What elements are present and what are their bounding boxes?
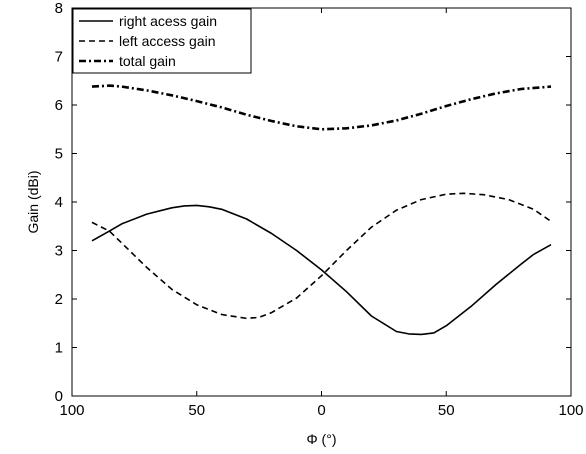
x-tick-label: 0 [317, 402, 325, 419]
legend-label: total gain [119, 53, 176, 69]
y-tick-label: 3 [55, 243, 63, 260]
y-tick-label: 0 [55, 388, 63, 405]
x-tick-label: 100 [59, 402, 84, 419]
y-tick-label: 1 [55, 340, 63, 357]
legend-label: left access gain [119, 33, 216, 49]
y-tick-label: 5 [55, 146, 63, 163]
y-tick-label: 8 [55, 0, 63, 17]
series-line-3 [91, 84, 552, 131]
legend: right acess gain left access gain total ga… [72, 8, 252, 74]
x-tick-label: 100 [558, 402, 583, 419]
x-tick-label: 50 [188, 402, 205, 419]
series-line-2 [91, 192, 552, 320]
y-axis-label: Gain (dBi) [25, 170, 41, 233]
x-tick-label: 50 [438, 402, 455, 419]
x-axis-label: Φ (°) [307, 431, 337, 447]
y-tick-label: 7 [55, 49, 63, 66]
y-tick-label: 2 [55, 291, 63, 308]
y-tick-label: 4 [55, 194, 63, 211]
y-tick-label: 6 [55, 97, 63, 114]
series-line-1 [91, 204, 552, 336]
legend-label: right acess gain [119, 13, 217, 29]
